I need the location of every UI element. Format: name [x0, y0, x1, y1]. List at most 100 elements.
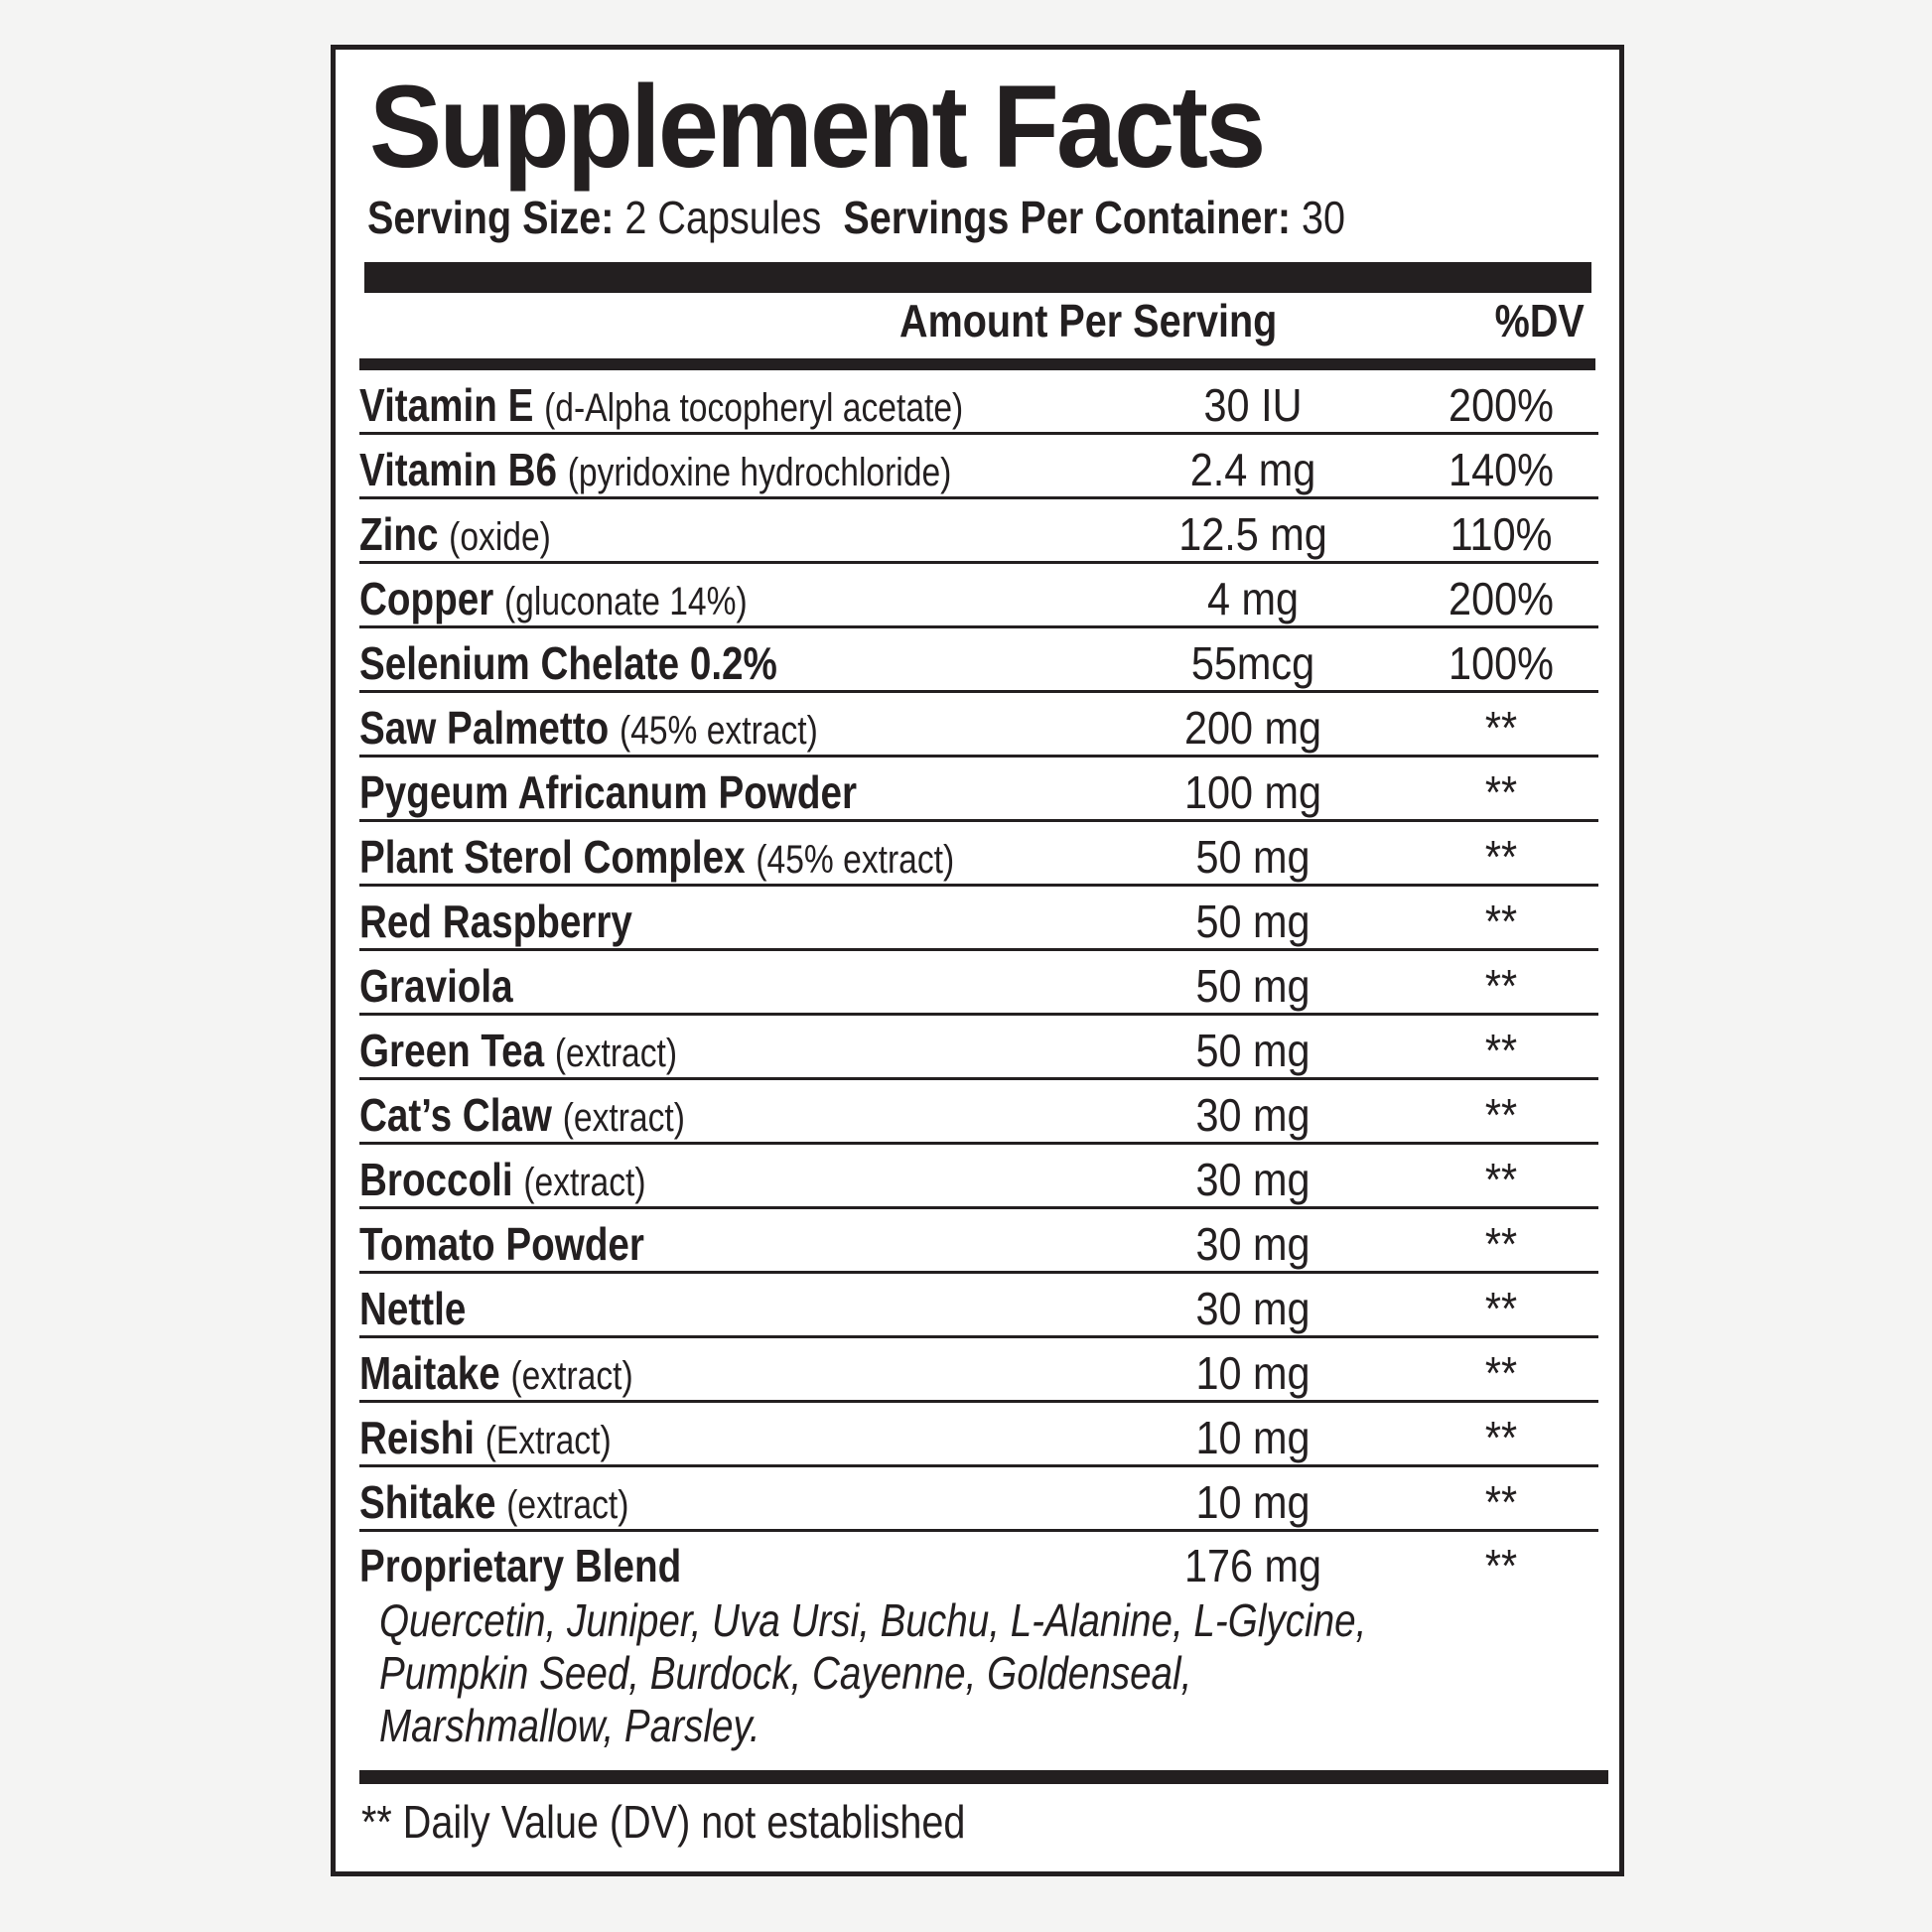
- nutrient-row: Green Tea (extract) 50 mg **: [359, 1016, 1598, 1080]
- nutrient-name-cell: Red Raspberry: [359, 895, 632, 948]
- nutrient-amount: 55mcg: [1190, 637, 1315, 689]
- amount-per-serving-header: Amount Per Serving: [899, 295, 1278, 346]
- nutrient-name: Selenium Chelate 0.2%: [359, 637, 777, 689]
- dv-header: %DV: [1494, 295, 1585, 346]
- nutrient-name-cell: Broccoli (extract): [359, 1153, 646, 1206]
- nutrient-row: Reishi (Extract) 10 mg **: [359, 1403, 1598, 1467]
- nutrient-dv: 140%: [1449, 444, 1554, 495]
- nutrient-amount: 30 mg: [1195, 1154, 1311, 1205]
- nutrient-name: Saw Palmetto: [359, 702, 610, 754]
- nutrient-row: Maitake (extract) 10 mg **: [359, 1338, 1598, 1403]
- nutrient-detail: (d-Alpha tocopheryl acetate): [544, 386, 964, 430]
- nutrient-amount: 10 mg: [1195, 1412, 1311, 1463]
- nutrient-amount: 50 mg: [1195, 831, 1311, 883]
- nutrient-name-cell: Pygeum Africanum Powder: [359, 765, 857, 819]
- nutrient-dv: **: [1484, 1089, 1518, 1141]
- nutrient-name: Zinc: [359, 508, 439, 560]
- nutrient-name-cell: Cat’s Claw (extract): [359, 1088, 685, 1142]
- nutrient-detail: (gluconate 14%): [503, 580, 748, 623]
- servings-per-container-label: Servings Per Container:: [843, 192, 1292, 243]
- nutrient-amount: 12.5 mg: [1178, 508, 1327, 560]
- nutrient-detail: (Extract): [484, 1419, 612, 1462]
- nutrient-row: Shitake (extract) 10 mg **: [359, 1467, 1598, 1532]
- nutrient-name: Plant Sterol Complex: [359, 831, 746, 883]
- nutrient-name-cell: Shitake (extract): [359, 1475, 628, 1529]
- nutrient-amount: 30 mg: [1195, 1089, 1311, 1141]
- footnote: ** Daily Value (DV) not established: [361, 1796, 966, 1848]
- nutrient-amount: 50 mg: [1195, 896, 1311, 947]
- nutrient-detail: (extract): [562, 1096, 685, 1140]
- nutrient-detail: (extract): [506, 1483, 629, 1527]
- nutrient-name: Red Raspberry: [359, 896, 632, 947]
- nutrient-name: Pygeum Africanum Powder: [359, 766, 858, 818]
- nutrient-detail: (extract): [510, 1354, 633, 1398]
- nutrient-dv: 200%: [1449, 573, 1554, 624]
- bottom-divider: [359, 1770, 1608, 1784]
- nutrient-dv: **: [1484, 960, 1518, 1012]
- nutrient-row: Zinc (oxide) 12.5 mg 110%: [359, 499, 1598, 564]
- nutrient-dv: **: [1484, 1347, 1518, 1399]
- nutrient-amount: 200 mg: [1183, 702, 1322, 754]
- nutrient-name-cell: Zinc (oxide): [359, 507, 551, 561]
- nutrient-dv: **: [1484, 1412, 1518, 1463]
- nutrient-name: Nettle: [359, 1283, 467, 1334]
- nutrient-amount: 2.4 mg: [1189, 444, 1316, 495]
- nutrient-dv: **: [1484, 896, 1518, 947]
- nutrient-row: Red Raspberry 50 mg **: [359, 887, 1598, 951]
- nutrient-amount: 30 mg: [1195, 1283, 1311, 1334]
- serving-size-value: 2 Capsules: [624, 192, 822, 243]
- nutrient-name-cell: Green Tea (extract): [359, 1024, 677, 1077]
- nutrient-name-cell: Maitake (extract): [359, 1346, 633, 1400]
- nutrient-name: Shitake: [359, 1476, 496, 1528]
- nutrient-dv: **: [1484, 1283, 1518, 1334]
- nutrient-name: Maitake: [359, 1347, 500, 1399]
- nutrient-name-cell: Graviola: [359, 959, 513, 1013]
- nutrient-row: Nettle 30 mg **: [359, 1274, 1598, 1338]
- nutrient-name-cell: Plant Sterol Complex (45% extract): [359, 830, 954, 884]
- blend-dv: **: [1484, 1540, 1518, 1591]
- nutrient-row: Copper (gluconate 14%) 4 mg 200%: [359, 564, 1598, 628]
- nutrient-name-cell: Vitamin E (d-Alpha tocopheryl acetate): [359, 378, 963, 432]
- nutrient-amount: 50 mg: [1195, 960, 1311, 1012]
- nutrient-row: Selenium Chelate 0.2% 55mcg 100%: [359, 628, 1598, 693]
- blend-line: Quercetin, Juniper, Uva Ursi, Buchu, L-A…: [379, 1594, 1367, 1646]
- nutrient-name-cell: Selenium Chelate 0.2%: [359, 636, 777, 690]
- nutrient-name-cell: Copper (gluconate 14%): [359, 572, 748, 625]
- nutrient-detail: (45% extract): [619, 709, 818, 753]
- nutrient-amount: 100 mg: [1183, 766, 1322, 818]
- nutrient-name: Graviola: [359, 960, 513, 1012]
- nutrient-name-cell: Saw Palmetto (45% extract): [359, 701, 818, 755]
- nutrient-dv: **: [1484, 831, 1518, 883]
- nutrient-name-cell: Tomato Powder: [359, 1217, 644, 1271]
- serving-size-label: Serving Size:: [367, 192, 615, 243]
- blend-ingredients: Quercetin, Juniper, Uva Ursi, Buchu, L-A…: [379, 1594, 1366, 1752]
- nutrient-dv: 200%: [1449, 379, 1554, 431]
- nutrient-dv: **: [1484, 702, 1518, 754]
- nutrient-row: Cat’s Claw (extract) 30 mg **: [359, 1080, 1598, 1145]
- nutrient-detail: (pyridoxine hydrochloride): [567, 451, 952, 494]
- nutrient-dv: **: [1484, 766, 1518, 818]
- nutrient-dv: **: [1484, 1154, 1518, 1205]
- nutrient-row: Plant Sterol Complex (45% extract) 50 mg *…: [359, 822, 1598, 887]
- blend-line: Marshmallow, Parsley.: [379, 1700, 760, 1751]
- nutrient-dv: **: [1484, 1218, 1518, 1270]
- thick-divider: [364, 262, 1591, 293]
- blend-amount: 176 mg: [1183, 1540, 1322, 1591]
- nutrient-row: Broccoli (extract) 30 mg **: [359, 1145, 1598, 1209]
- nutrient-name: Cat’s Claw: [359, 1089, 552, 1141]
- nutrient-dv: 100%: [1449, 637, 1554, 689]
- nutrient-name: Vitamin E: [359, 379, 534, 431]
- supplement-facts-panel: [331, 45, 1624, 1876]
- nutrient-name: Vitamin B6: [359, 444, 558, 495]
- nutrient-dv: **: [1484, 1476, 1518, 1528]
- nutrient-amount: 30 IU: [1203, 379, 1303, 431]
- nutrient-row: Vitamin B6 (pyridoxine hydrochloride) 2.4…: [359, 435, 1598, 499]
- nutrient-detail: (extract): [554, 1032, 678, 1075]
- nutrient-amount: 50 mg: [1195, 1025, 1311, 1076]
- header-divider: [359, 358, 1595, 370]
- nutrient-detail: (oxide): [449, 515, 551, 559]
- blend-line: Pumpkin Seed, Burdock, Cayenne, Goldense…: [379, 1647, 1192, 1699]
- nutrient-amount: 30 mg: [1195, 1218, 1311, 1270]
- nutrient-amount: 4 mg: [1206, 573, 1300, 624]
- serving-info: Serving Size: 2 Capsules Servings Per Co…: [367, 191, 1345, 244]
